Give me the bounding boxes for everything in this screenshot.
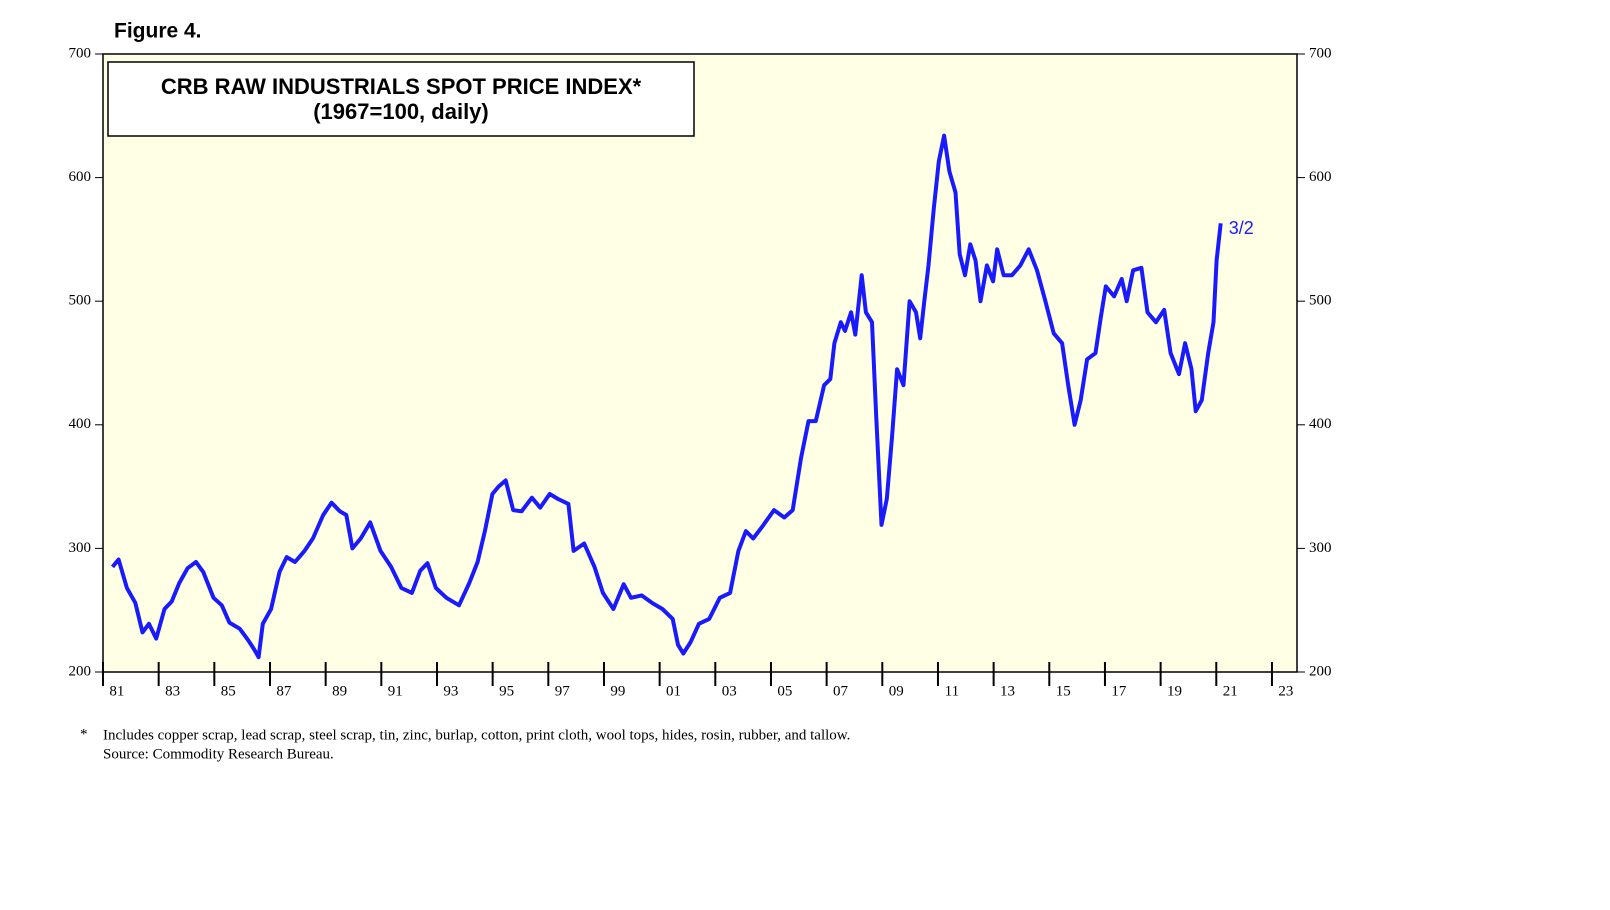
x-tick-label: 87 <box>276 683 292 699</box>
x-tick-label: 15 <box>1056 683 1071 699</box>
figure-label: Figure 4. <box>114 20 202 43</box>
x-tick-label: 13 <box>1000 683 1015 699</box>
y2-tick-label: 700 <box>1309 45 1332 61</box>
x-tick-label: 19 <box>1167 683 1182 699</box>
title-box <box>107 61 695 137</box>
x-tick-label: 21 <box>1223 683 1238 699</box>
x-tick-label: 93 <box>443 683 458 699</box>
data-line <box>110 133 1223 660</box>
x-tick-label: 03 <box>722 683 737 699</box>
x-tick-label: 95 <box>499 683 514 699</box>
x-tick-label: 97 <box>555 683 571 699</box>
x-tick-label: 01 <box>666 683 681 699</box>
x-tick-label: 91 <box>388 683 403 699</box>
x-tick-label: 83 <box>165 683 180 699</box>
y-tick-label: 200 <box>69 663 92 679</box>
x-tick-label: 89 <box>332 683 347 699</box>
y-tick-label: 400 <box>69 416 92 432</box>
source-note: Source: Commodity Research Bureau. <box>103 746 334 762</box>
x-tick-label: 07 <box>833 683 849 699</box>
y2-tick-label: 600 <box>1309 169 1332 185</box>
x-tick-label: 05 <box>777 683 792 699</box>
x-tick-label: 85 <box>221 683 236 699</box>
y2-tick-label: 300 <box>1309 540 1332 556</box>
x-tick-label: 81 <box>109 683 124 699</box>
x-tick-label: 11 <box>945 683 959 699</box>
y2-tick-label: 200 <box>1309 663 1332 679</box>
y2-tick-label: 500 <box>1309 293 1332 309</box>
x-tick-label: 99 <box>610 683 625 699</box>
y-tick-label: 300 <box>69 540 92 556</box>
note-marker: * <box>80 726 88 742</box>
plot-area: 200 200 300 300 400 400 500 500 600 600 700 700 81 83… <box>69 45 1332 699</box>
chart-subtitle: (1967=100, daily) <box>313 99 489 124</box>
plot-background <box>102 53 1298 673</box>
footnote: Includes copper scrap, lead scrap, steel… <box>103 727 850 743</box>
x-tick-label: 23 <box>1278 683 1293 699</box>
y2-tick-label: 400 <box>1309 416 1332 432</box>
y-tick-label: 600 <box>69 169 92 185</box>
end-annotation: 3/2 <box>1229 218 1254 238</box>
y-tick-label: 700 <box>69 45 92 61</box>
x-tick-label: 09 <box>889 683 904 699</box>
y-tick-label: 500 <box>69 293 92 309</box>
x-tick-label: 17 <box>1111 683 1127 699</box>
chart-title: CRB RAW INDUSTRIALS SPOT PRICE INDEX* <box>161 74 642 99</box>
